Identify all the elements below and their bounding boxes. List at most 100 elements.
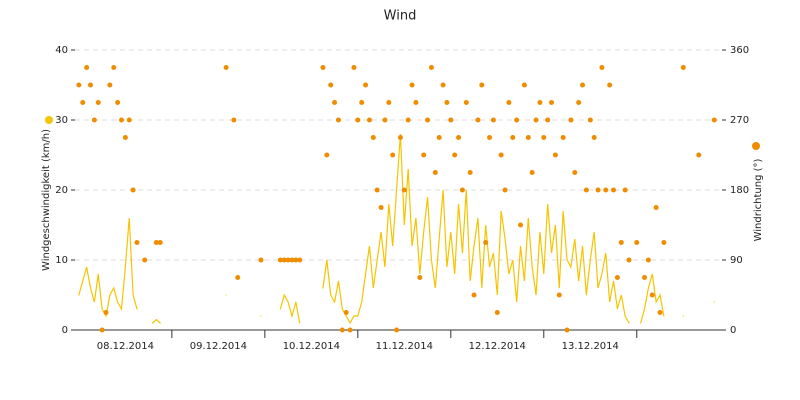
- x-tick-label: 13.12.2014: [562, 341, 619, 352]
- direction-point: [518, 222, 524, 228]
- direction-point: [653, 205, 659, 210]
- direction-point: [281, 257, 287, 263]
- direction-point: [545, 117, 551, 123]
- y-tick-label: 40: [55, 45, 68, 56]
- direction-point: [580, 82, 586, 88]
- direction-point: [603, 187, 609, 193]
- direction-point: [397, 135, 403, 140]
- direction-point: [471, 292, 477, 298]
- direction-point: [126, 117, 132, 123]
- direction-point: [583, 187, 589, 193]
- direction-point: [134, 240, 140, 245]
- direction-point: [223, 65, 229, 70]
- direction-point: [103, 310, 109, 315]
- direction-point: [363, 82, 369, 88]
- speed-line: [640, 273, 665, 324]
- x-tick-label: 11.12.2014: [376, 341, 433, 352]
- direction-point: [529, 170, 535, 175]
- x-tick-label: 08.12.2014: [97, 341, 154, 352]
- direction-point: [599, 65, 605, 70]
- direction-point: [413, 100, 419, 105]
- direction-point: [425, 117, 431, 123]
- direction-point: [328, 82, 334, 88]
- direction-point: [324, 152, 330, 158]
- direction-point: [157, 240, 163, 245]
- direction-point: [463, 100, 469, 105]
- y-tick-label: 0: [62, 325, 68, 336]
- direction-point: [153, 240, 159, 245]
- direction-point: [293, 257, 299, 263]
- direction-point: [568, 117, 574, 123]
- y2-tick-label: 180: [730, 185, 749, 196]
- y2-axis-title: Windrichtung (°): [753, 159, 764, 242]
- direction-point: [339, 327, 345, 333]
- direction-point: [525, 135, 531, 140]
- direction-point: [506, 100, 512, 105]
- direction-point: [614, 275, 620, 280]
- chart-title: Wind: [384, 9, 417, 24]
- direction-point: [444, 100, 450, 105]
- direction-point: [440, 82, 446, 88]
- direction-point: [452, 152, 458, 158]
- speed-line: [151, 318, 161, 324]
- direction-point: [351, 65, 357, 70]
- direction-point: [343, 310, 349, 315]
- direction-point: [622, 187, 628, 193]
- y-axis-title: Windgeschwindigkeit (km/h): [41, 129, 52, 271]
- direction-point: [591, 135, 597, 140]
- direction-point: [560, 135, 566, 140]
- direction-point: [258, 257, 264, 263]
- direction-point: [115, 100, 121, 105]
- direction-point: [626, 257, 632, 263]
- direction-point: [87, 82, 93, 88]
- direction-point: [285, 257, 291, 263]
- direction-point: [95, 100, 101, 105]
- direction-point: [405, 117, 411, 123]
- direction-point: [564, 327, 570, 333]
- direction-point: [370, 135, 376, 140]
- direction-point: [661, 240, 667, 245]
- direction-point: [607, 82, 613, 88]
- speed-line: [322, 133, 630, 325]
- direction-point: [421, 152, 427, 158]
- legend-marker: [752, 142, 760, 150]
- direction-point: [549, 100, 555, 105]
- direction-point: [235, 275, 241, 280]
- x-tick-label: 10.12.2014: [283, 341, 340, 352]
- y-tick-label: 30: [55, 115, 68, 126]
- direction-point: [277, 257, 283, 263]
- direction-point: [417, 275, 423, 280]
- direction-point: [111, 65, 117, 70]
- direction-point: [514, 117, 520, 123]
- direction-point: [552, 152, 558, 158]
- direction-point: [459, 187, 465, 193]
- direction-point: [297, 257, 303, 263]
- direction-point: [576, 100, 582, 105]
- direction-point: [91, 117, 97, 123]
- direction-point: [537, 100, 543, 105]
- direction-point: [556, 292, 562, 298]
- direction-point: [390, 152, 396, 158]
- direction-point: [510, 135, 516, 140]
- direction-point: [432, 170, 438, 175]
- direction-point: [320, 65, 326, 70]
- x-tick-label: 12.12.2014: [469, 341, 526, 352]
- direction-point: [572, 170, 578, 175]
- direction-point: [401, 187, 407, 193]
- direction-point: [355, 117, 361, 123]
- direction-point: [490, 117, 496, 123]
- direction-point: [521, 82, 527, 88]
- direction-point: [428, 65, 434, 70]
- direction-point: [347, 327, 353, 333]
- direction-point: [335, 117, 341, 123]
- y2-tick-label: 270: [730, 115, 749, 126]
- speed-line: [279, 293, 301, 324]
- direction-point: [386, 100, 392, 105]
- direction-point: [359, 100, 365, 105]
- y-tick-label: 20: [55, 185, 68, 196]
- direction-point: [595, 187, 601, 193]
- direction-point: [487, 135, 493, 140]
- direction-point: [122, 135, 128, 140]
- y-tick-label: 10: [55, 255, 68, 266]
- direction-point: [366, 117, 372, 123]
